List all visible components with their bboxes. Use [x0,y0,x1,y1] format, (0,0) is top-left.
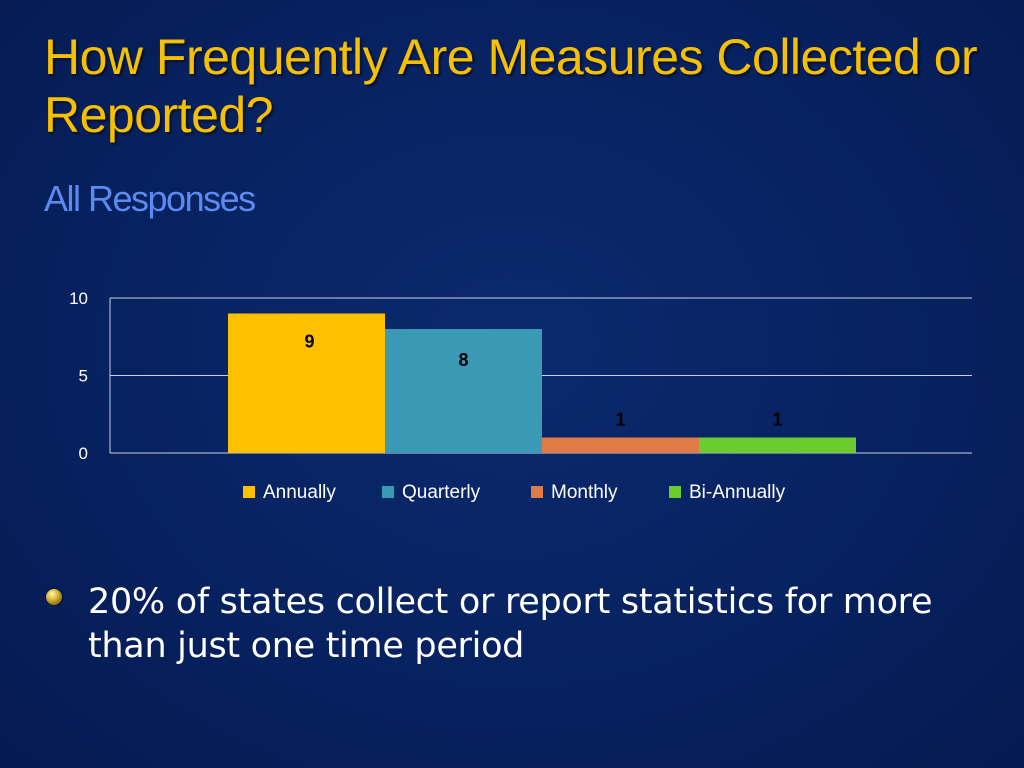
legend-swatch [382,486,394,498]
y-tick-label: 0 [79,444,88,463]
legend-swatch [669,486,681,498]
legend-swatch [243,486,255,498]
y-tick-label: 10 [69,289,88,308]
bullet-icon [46,589,62,605]
legend-label: Monthly [551,482,618,503]
legend-label: Bi-Annually [689,482,786,503]
bullet-point: 20% of states collect or report statisti… [46,580,946,668]
legend-label: Annually [263,482,336,503]
bar-bi-annually [699,437,856,453]
slide-title: How Frequently Are Measures Collected or… [44,29,978,143]
data-label: 1 [772,410,782,430]
y-tick-label: 5 [79,367,88,386]
legend-label: Quarterly [402,482,481,503]
data-label: 1 [615,410,625,430]
slide-subtitle: All Responses [44,178,256,219]
bar-monthly [542,437,699,453]
bullet-text: 20% of states collect or report statisti… [88,582,933,666]
data-label: 9 [304,332,314,352]
bar-annually [228,313,385,453]
bar-chart: 0 5 10 9 8 1 1 Annually Quarterly Monthly Bi-Annua… [69,289,972,503]
data-label: 8 [458,350,468,370]
legend-swatch [531,486,543,498]
bar-quarterly [385,329,542,453]
